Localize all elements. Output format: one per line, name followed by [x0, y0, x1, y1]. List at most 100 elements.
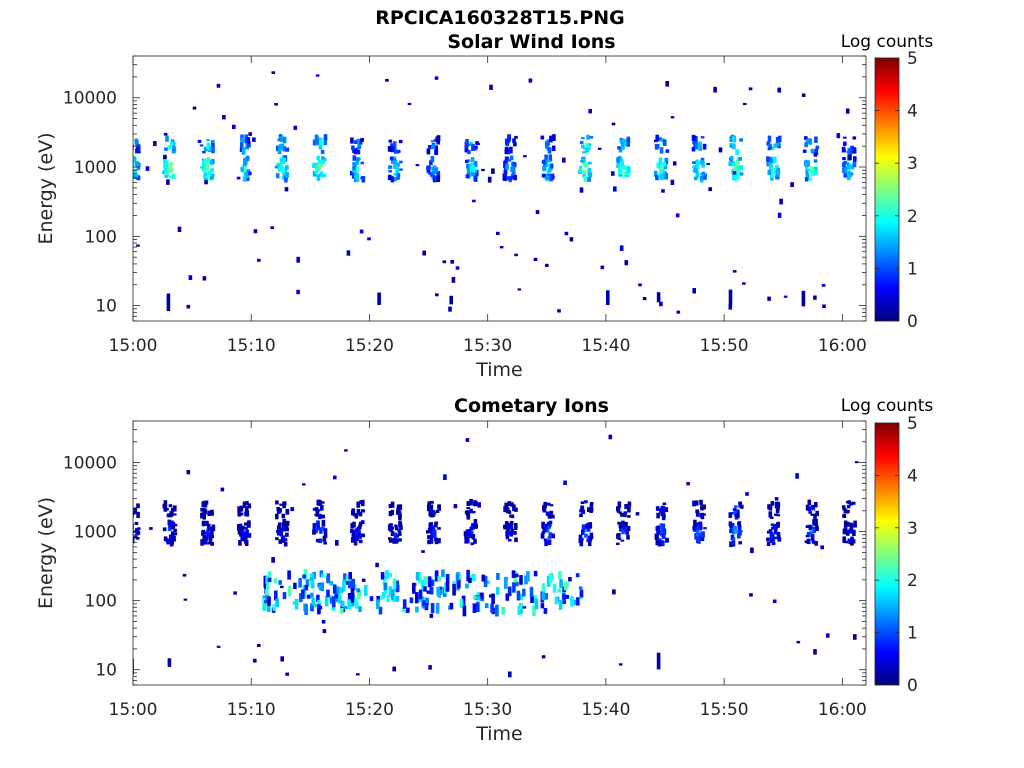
heatmap-cell: [378, 606, 383, 615]
heatmap-cell: [588, 109, 592, 114]
heatmap-cell: [589, 502, 594, 505]
heatmap-cell: [768, 143, 772, 149]
panel-2: 15:00 15:10 15:20 15:30 15:40 15:50 16:0010100…: [35, 395, 933, 745]
heatmap-cell: [653, 170, 658, 177]
heatmap-cell: [136, 244, 140, 247]
heatmap-cell: [622, 165, 627, 170]
heatmap-cell: [429, 613, 434, 618]
heatmap-cell: [580, 160, 584, 163]
heatmap-cell: [285, 165, 289, 170]
heatmap-cell: [437, 504, 441, 511]
heatmap-cell: [171, 148, 176, 151]
heatmap-cell: [311, 597, 315, 606]
heatmap-cell: [247, 533, 252, 538]
heatmap-cell: [730, 135, 734, 142]
heatmap-cell: [293, 582, 297, 589]
heatmap-cell: [587, 172, 592, 176]
heatmap-cell: [546, 575, 551, 587]
heatmap-cell: [729, 529, 733, 534]
heatmap-cell: [387, 146, 392, 152]
heatmap-cell: [343, 605, 347, 610]
x-tick-label: 15:30: [463, 700, 512, 720]
heatmap-cell: [211, 140, 215, 146]
heatmap-cell: [163, 505, 168, 512]
heatmap-cell: [169, 536, 174, 543]
heatmap-cell: [503, 506, 507, 513]
heatmap-cell: [201, 166, 206, 172]
heatmap-cell: [167, 525, 172, 532]
heatmap-cell: [280, 143, 284, 150]
heatmap-cell: [350, 537, 355, 543]
heatmap-cell: [127, 512, 131, 514]
heatmap-cell: [206, 142, 211, 149]
heatmap-cell: [202, 534, 206, 541]
heatmap-cell: [431, 510, 436, 517]
heatmap-cell: [426, 530, 430, 534]
heatmap-cell: [296, 289, 300, 295]
heatmap-cell: [247, 505, 252, 509]
heatmap-cell: [514, 135, 518, 139]
heatmap-cell: [661, 540, 665, 547]
heatmap-cell: [694, 142, 699, 150]
heatmap-cell: [380, 595, 384, 600]
heatmap-cell: [263, 575, 268, 588]
heatmap-cell: [738, 157, 742, 161]
heatmap-cell: [694, 168, 699, 174]
heatmap-cell: [635, 512, 640, 516]
heatmap-cell: [172, 174, 176, 179]
heatmap-cell: [547, 168, 552, 172]
heatmap-cell: [312, 529, 316, 535]
heatmap-cell: [428, 509, 433, 517]
heatmap-cell: [654, 144, 659, 150]
x-tick-label: 15:10: [227, 700, 276, 720]
heatmap-cell: [576, 597, 580, 606]
heatmap-cell: [203, 502, 208, 508]
heatmap-cell: [280, 656, 284, 662]
heatmap-cell: [519, 575, 523, 585]
heatmap-cell: [580, 501, 585, 504]
heatmap-cell: [737, 524, 742, 530]
heatmap-cell: [804, 176, 809, 182]
heatmap-cell: [294, 598, 299, 610]
heatmap-cell: [733, 174, 737, 181]
heatmap-cell: [659, 301, 663, 307]
heatmap-cell: [768, 529, 773, 532]
heatmap-cell: [239, 147, 244, 153]
heatmap-cell: [582, 151, 586, 154]
heatmap-cell: [163, 154, 167, 160]
heatmap-cell: [168, 504, 173, 508]
heatmap-cell: [314, 524, 319, 530]
heatmap-cell: [808, 511, 812, 514]
heatmap-cell: [375, 562, 379, 568]
heatmap-cell: [428, 665, 432, 670]
heatmap-cell: [771, 526, 775, 530]
heatmap-cell: [434, 539, 439, 545]
heatmap-cell: [207, 147, 211, 152]
heatmap-cell: [736, 512, 740, 519]
heatmap-cell: [642, 297, 647, 301]
heatmap-cell: [133, 144, 134, 150]
heatmap-cell: [773, 143, 777, 148]
heatmap-cell: [318, 144, 323, 150]
heatmap-cell: [169, 167, 174, 172]
heatmap-cell: [128, 540, 132, 547]
heatmap-cell: [285, 508, 290, 515]
heatmap-cell: [466, 163, 470, 169]
heatmap-cell: [769, 160, 774, 164]
heatmap-cell: [586, 538, 590, 543]
heatmap-cell: [664, 157, 669, 165]
heatmap-cell: [426, 148, 431, 155]
heatmap-cell: [469, 508, 473, 514]
heatmap-cell: [693, 525, 697, 532]
heatmap-cell: [399, 525, 403, 531]
heatmap-cell: [580, 505, 584, 513]
heatmap-cell: [506, 507, 510, 514]
heatmap-cell: [461, 595, 466, 605]
heatmap-cell: [310, 592, 314, 598]
heatmap-cell: [317, 604, 321, 615]
heatmap-cell: [207, 510, 211, 516]
heatmap-cell: [398, 513, 402, 519]
heatmap-cell: [660, 506, 665, 511]
heatmap-cell: [811, 507, 816, 511]
x-tick-label: 16:00: [818, 336, 867, 356]
